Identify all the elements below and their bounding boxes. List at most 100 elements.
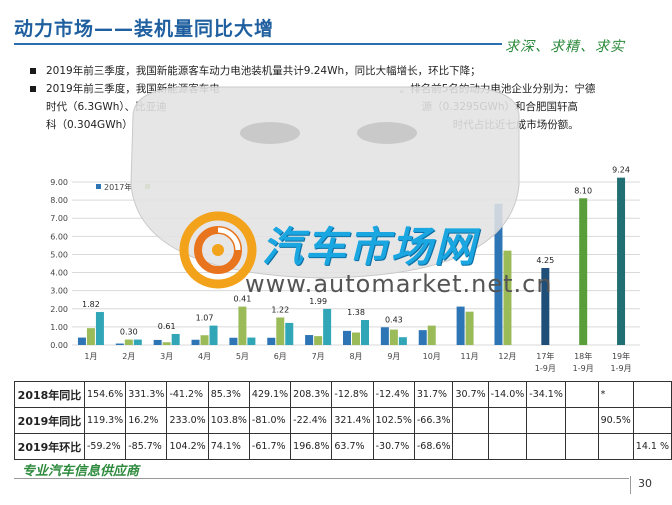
table-cell xyxy=(597,433,634,460)
table-cell: 103.8% xyxy=(207,407,250,434)
watermark-url: www.automarket.net.cn xyxy=(245,270,553,298)
table-cell: -66.3% xyxy=(413,407,454,434)
x-tick-label-sub: 1-9月 xyxy=(573,364,594,373)
bar-1-2月 xyxy=(115,343,124,345)
table-cell: -59.2% xyxy=(83,433,127,460)
cumulative-value-label: 4.25 xyxy=(536,256,554,265)
bar-2-6月 xyxy=(276,317,285,345)
table-cell: 16.2% xyxy=(125,407,168,434)
table-cell xyxy=(632,381,672,408)
bar-2-4月 xyxy=(200,335,209,345)
y-tick-label: 6.00 xyxy=(50,232,68,241)
table-cell: 208.3% xyxy=(290,381,333,408)
bar-1-11月 xyxy=(456,306,465,345)
data-label: 1.38 xyxy=(347,308,365,317)
table-cell: 233.0% xyxy=(166,407,209,434)
table-cell: 331.3% xyxy=(125,381,168,408)
table-cell xyxy=(487,407,528,434)
table-cell: -68.6% xyxy=(413,433,454,460)
bar-1-6月 xyxy=(267,337,276,345)
x-tick-label: 10月 xyxy=(423,352,441,361)
table-row: 2018年同比 154.6% 331.3% -41.2% 85.3% 429.1% 208.… xyxy=(14,381,672,408)
x-tick-label: 11月 xyxy=(461,352,479,361)
table-row: 2019年同比 119.3% 16.2% 233.0% 103.8% -81.0% -22.… xyxy=(14,407,672,434)
cumulative-bar xyxy=(579,198,588,345)
x-tick-label-sub: 1-9月 xyxy=(611,364,632,373)
data-label: 1.99 xyxy=(309,297,327,306)
data-label: 1.22 xyxy=(271,305,289,314)
bar-2-9月 xyxy=(389,329,398,345)
table-cell: -41.2% xyxy=(166,381,209,408)
y-tick-label: 3.00 xyxy=(50,287,68,296)
bar-3-3月 xyxy=(171,333,180,345)
table-cell: -81.0% xyxy=(248,407,292,434)
y-tick-label: 2.00 xyxy=(50,305,68,314)
data-label: 0.61 xyxy=(158,322,176,331)
table-cell: 154.6% xyxy=(83,381,127,408)
table-cell: 429.1% xyxy=(248,381,292,408)
bar-1-7月 xyxy=(305,335,314,345)
x-tick-label: 6月 xyxy=(274,352,287,361)
data-label: 0.43 xyxy=(385,315,403,324)
table-cell xyxy=(564,433,599,460)
table-cell: 31.7% xyxy=(413,381,454,408)
bar-1-3月 xyxy=(153,339,162,345)
x-tick-label: 3月 xyxy=(160,352,173,361)
bar-3-2月 xyxy=(133,339,142,345)
data-label: 1.82 xyxy=(82,300,100,309)
bar-3-1月 xyxy=(95,312,104,345)
row-header: 2019年环比 xyxy=(14,433,85,460)
data-label: 0.41 xyxy=(233,295,251,304)
table-cell: -30.7% xyxy=(372,433,415,460)
x-tick-label: 18年 xyxy=(574,351,592,361)
x-tick-label: 1月 xyxy=(84,352,97,361)
bar-1-1月 xyxy=(77,337,86,345)
table-cell: -12.4% xyxy=(372,381,415,408)
x-tick-label: 4月 xyxy=(198,352,211,361)
table-cell: 14.1 % xyxy=(632,433,672,460)
cumulative-bar xyxy=(541,268,550,345)
y-tick-label: 0.00 xyxy=(50,341,68,350)
table-cell: 85.3% xyxy=(207,381,250,408)
y-tick-label: 8.00 xyxy=(50,196,68,205)
bar-chart: 0.00 1.00 2.00 3.00 4.00 5.00 6.00 7.00 8.00 9.00… xyxy=(50,166,640,373)
bar-3-6月 xyxy=(285,322,294,345)
x-tick-label: 7月 xyxy=(312,352,325,361)
bar-2-8月 xyxy=(352,332,360,345)
x-tick-label: 8月 xyxy=(349,352,362,361)
table-cell xyxy=(632,407,672,434)
watermark-brand: 汽车市场网 xyxy=(262,223,477,271)
growth-table: 2018年同比 154.6% 331.3% -41.2% 85.3% 429.1% 208.… xyxy=(14,381,672,460)
x-tick-label: 9月 xyxy=(387,352,400,361)
table-cell xyxy=(564,381,599,408)
x-tick-label: 12月 xyxy=(498,352,516,361)
legend-label-2017: 2017年 xyxy=(104,182,132,192)
bar-3-8月 xyxy=(361,320,369,345)
page-number-divider xyxy=(630,476,631,494)
bar-3-4月 xyxy=(209,325,218,345)
table-cell: 74.1% xyxy=(207,433,250,460)
table-cell: -14.0% xyxy=(487,381,528,408)
table-cell xyxy=(452,407,489,434)
bar-1-4月 xyxy=(191,339,200,345)
bar-1-9月 xyxy=(380,327,389,345)
slogan: 求深、求精、求实 xyxy=(505,39,625,55)
y-tick-label: 9.00 xyxy=(50,178,68,187)
cumulative-value-label: 9.24 xyxy=(612,166,630,175)
legend-swatch-2017 xyxy=(96,184,101,189)
y-tick-label: 1.00 xyxy=(50,323,68,332)
page-number: 30 xyxy=(638,477,652,490)
automarket-logo-icon xyxy=(179,211,257,289)
table-cell xyxy=(526,407,566,434)
bar-2-12月 xyxy=(503,250,512,345)
table-cell xyxy=(487,433,528,460)
legend-swatch-2018 xyxy=(145,184,150,189)
bar-2-11月 xyxy=(465,311,474,345)
table-cell: 102.5% xyxy=(372,407,415,434)
table-cell: -34.1% xyxy=(526,381,566,408)
x-tick-label: 19年 xyxy=(612,351,630,361)
bar-2-1月 xyxy=(86,328,95,345)
row-header: 2019年同比 xyxy=(14,407,85,434)
table-cell xyxy=(452,433,489,460)
table-cell: 63.7% xyxy=(331,433,374,460)
